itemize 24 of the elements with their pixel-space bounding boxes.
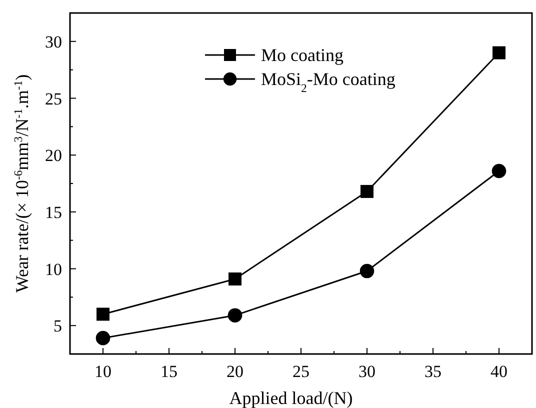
x-tick-label: 20 [226,362,244,381]
x-tick-label: 30 [358,362,376,381]
point [228,308,242,323]
y-tick-label: 30 [45,32,62,52]
point [360,264,374,278]
point [96,308,110,321]
y-tick-label: 15 [45,202,62,222]
point [228,272,242,286]
y-tick-label: 10 [45,260,62,279]
x-tick-label: 35 [424,362,442,381]
point [360,184,374,198]
legend-label: Mo coating [261,45,344,65]
x-tick-label: 40 [490,362,508,381]
x-tick-label: 15 [160,362,178,381]
y-tick-label: 20 [45,146,62,166]
x-axis-title: Applied load/(N) [229,388,353,408]
x-tick-label: 25 [292,362,310,381]
point [96,330,110,346]
y-tick-label: 5 [54,316,62,336]
point [492,164,506,178]
y-tick-label: 25 [45,89,62,108]
point [492,46,506,60]
legend-label: MoSi$_{2}$-Mo coating [261,69,396,94]
x-tick-label: 10 [94,362,112,381]
